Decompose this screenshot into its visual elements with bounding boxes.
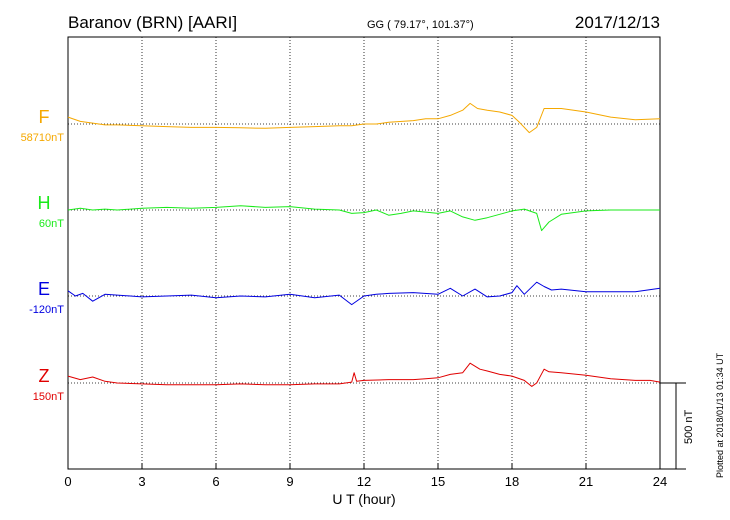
series-baseline-f: 58710nT [21, 132, 65, 144]
x-tick-label: 0 [64, 474, 71, 489]
series-name-f: F [39, 107, 50, 127]
series-line-z [67, 362, 661, 387]
series-baseline-h: 60nT [39, 218, 64, 230]
x-tick-label: 24 [653, 474, 667, 489]
x-axis-ticks [67, 463, 661, 469]
x-tick-label: 9 [286, 474, 293, 489]
x-tick-label: 15 [431, 474, 445, 489]
x-axis-label: U T (hour) [332, 491, 395, 507]
series-baseline-z: 150nT [33, 391, 64, 403]
coordinates-label: GG ( 79.17°, 101.37°) [367, 19, 474, 31]
series-line-f [67, 102, 661, 134]
series-line-h [67, 205, 660, 232]
series-lines [67, 102, 661, 387]
x-tick-label: 3 [138, 474, 145, 489]
series-labels: F 58710nT H 60nT E -120nT Z 150nT [21, 107, 65, 403]
x-tick-label: 12 [357, 474, 371, 489]
x-tick-label: 18 [505, 474, 519, 489]
scale-bar-label: 500 nT [683, 409, 695, 444]
x-tick-labels: 0 3 6 9 12 15 18 21 24 [64, 474, 667, 489]
x-tick-label: 21 [579, 474, 593, 489]
vertical-grid [141, 37, 587, 469]
series-name-z: Z [39, 366, 50, 386]
scale-bar: 500 nT [660, 382, 695, 470]
series-line-e [67, 281, 661, 306]
series-baseline-e: -120nT [29, 304, 64, 316]
date-label: 2017/12/13 [575, 13, 660, 32]
x-tick-label: 6 [212, 474, 219, 489]
plotted-timestamp: Plotted at 2018/01/13 01:34 UT [715, 352, 725, 478]
series-name-h: H [38, 193, 51, 213]
station-title: Baranov (BRN) [AARI] [68, 13, 237, 32]
series-name-e: E [38, 279, 50, 299]
